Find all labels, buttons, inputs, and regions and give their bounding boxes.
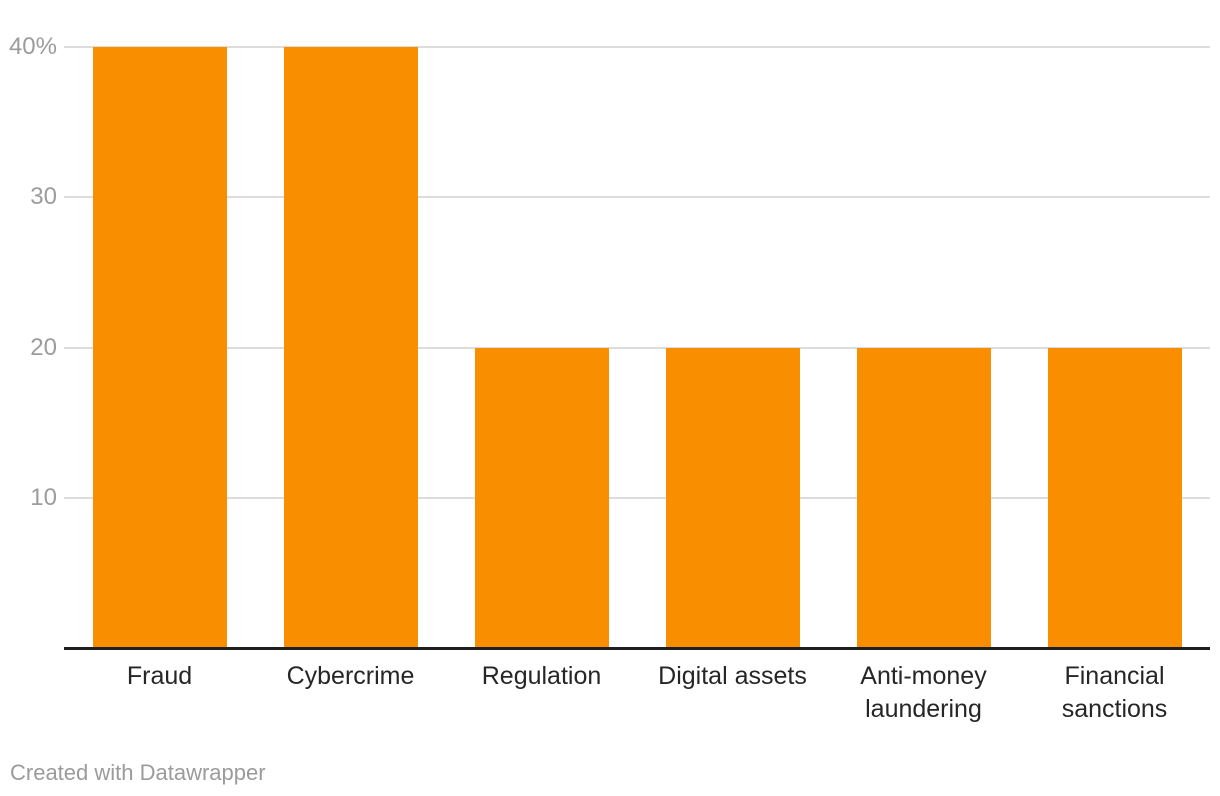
x-axis-category-label: Regulation bbox=[446, 660, 637, 693]
bar-digital-assets bbox=[665, 347, 800, 648]
x-axis-category-label-line: sanctions bbox=[1061, 695, 1168, 723]
y-axis-tick-label: 20 bbox=[30, 333, 57, 361]
bar-anti-money-laundering bbox=[856, 347, 991, 648]
bar-fraud bbox=[92, 47, 227, 648]
bar-cybercrime bbox=[283, 47, 418, 648]
x-axis-category-label-line: Anti-money bbox=[860, 662, 987, 690]
gridline bbox=[64, 346, 1210, 349]
y-axis-tick-label: 30 bbox=[30, 183, 57, 211]
datawrapper-credit-link[interactable]: Created with Datawrapper bbox=[10, 760, 266, 785]
x-axis-category-label-line: Regulation bbox=[481, 662, 602, 690]
x-axis-category-label-line: Fraud bbox=[126, 662, 193, 690]
y-axis-tick-label: 10 bbox=[30, 483, 57, 511]
x-axis-category-label-line: laundering bbox=[865, 695, 982, 723]
x-axis-category-label: Cybercrime bbox=[255, 660, 446, 693]
gridline bbox=[64, 496, 1210, 499]
y-axis-tick-label: 40% bbox=[8, 33, 57, 60]
gridline bbox=[64, 196, 1210, 199]
gridline bbox=[64, 46, 1210, 48]
x-axis-category-label-line: Digital assets bbox=[658, 662, 807, 690]
x-axis-category-label: Financial sanctions bbox=[1019, 660, 1210, 726]
x-axis-category-label: Fraud bbox=[64, 660, 255, 693]
x-axis-line bbox=[64, 647, 1210, 650]
x-axis-category-label-line: Cybercrime bbox=[286, 662, 415, 690]
x-axis-category-label-line: Financial bbox=[1064, 662, 1165, 690]
x-axis-category-label: Digital assets bbox=[637, 660, 828, 693]
bar-regulation bbox=[474, 347, 609, 648]
x-axis-category-label: Anti-money laundering bbox=[828, 660, 1019, 726]
bar-financial-sanctions bbox=[1047, 347, 1182, 648]
